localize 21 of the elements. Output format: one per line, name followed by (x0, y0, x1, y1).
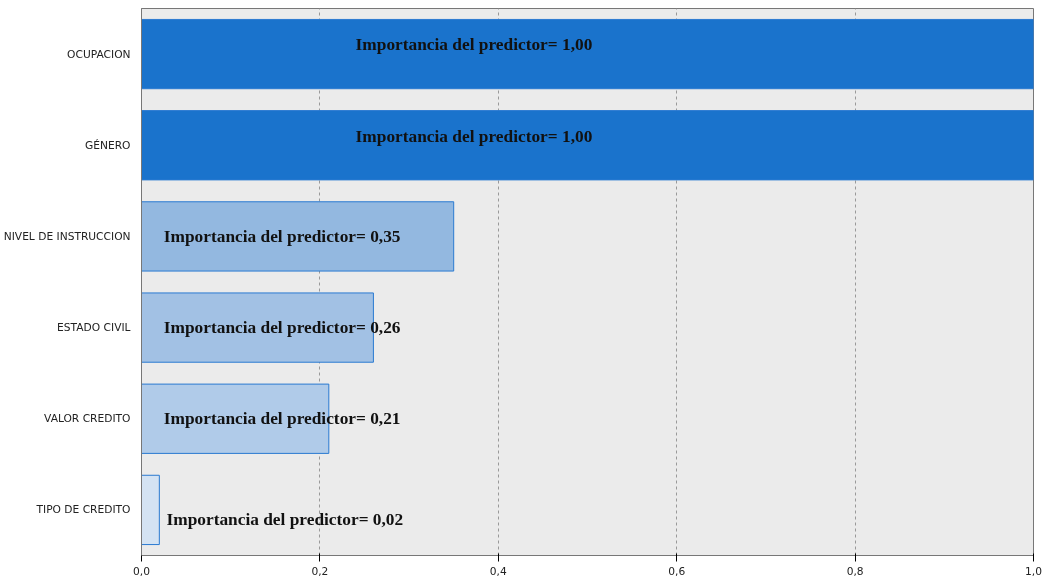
x-tick-label: 0,8 (846, 564, 864, 578)
bar (141, 474, 160, 546)
y-tick-label: GÉNERO (85, 138, 131, 152)
data-label: Importancia del predictor= 1,00 (355, 35, 593, 55)
bar (141, 110, 1034, 181)
y-tick-label: OCUPACION (67, 47, 131, 61)
data-label: Importancia del predictor= 0,02 (166, 509, 404, 529)
x-tick-label: 0,6 (668, 564, 686, 578)
x-tick-label: 0,2 (311, 564, 329, 578)
bar (141, 18, 1034, 90)
y-tick-label: TIPO DE CREDITO (35, 503, 131, 517)
x-tick-label: 1,0 (1025, 564, 1043, 578)
x-tick-label: 0,0 (133, 564, 151, 578)
y-tick-label: VALOR CREDITO (44, 412, 131, 426)
data-label: Importancia del predictor= 0,35 (163, 226, 401, 246)
x-tick-label: 0,4 (489, 564, 507, 578)
data-label: Importancia del predictor= 1,00 (355, 126, 593, 146)
bar (141, 201, 455, 272)
y-tick-label: NIVEL DE INSTRUCCION (3, 229, 131, 243)
y-tick-label: ESTADO CIVIL (57, 321, 131, 335)
data-label: Importancia del predictor= 0,21 (163, 409, 401, 429)
